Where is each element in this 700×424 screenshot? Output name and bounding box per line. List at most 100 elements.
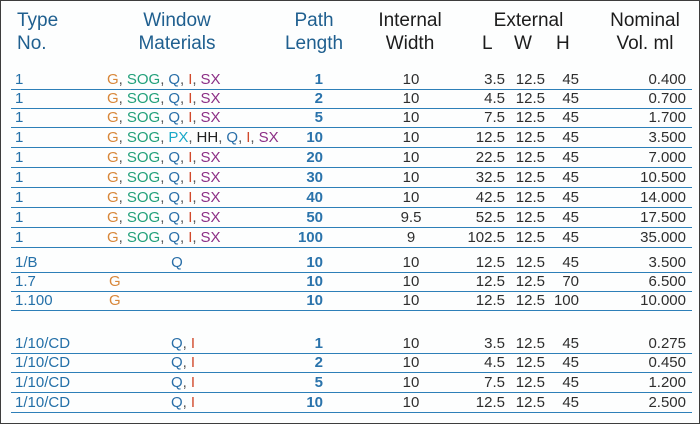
cell-window-materials: Q, I (83, 373, 283, 392)
header-nominal-line1: Nominal (610, 10, 680, 31)
cell-external-l: 12.5 (475, 273, 505, 290)
cell-external-w: 12.5 (515, 254, 545, 271)
cell-nominal-volume: 3.500 (648, 254, 686, 271)
cell-path-length: 10 (306, 273, 323, 290)
material-code: Q (168, 229, 181, 246)
material-separator: , (118, 149, 123, 166)
material-code: I (190, 335, 195, 352)
header-type-line1: Type (17, 10, 59, 31)
cell-external-h: 45 (562, 229, 579, 246)
material-separator: , (250, 129, 255, 146)
material-code: Q (170, 354, 183, 371)
cell-window-materials: G, SOG, PX, HH, Q, I, SX (107, 128, 307, 147)
material-code: G (107, 109, 119, 126)
material-code: I (190, 394, 195, 411)
cell-nominal-volume: 6.500 (648, 273, 686, 290)
material-code: Q (168, 71, 181, 88)
cell-path-length: 5 (314, 374, 323, 391)
material-separator: , (180, 189, 185, 206)
material-code: G (107, 229, 119, 246)
material-code: G (107, 189, 119, 206)
material-code: I (188, 229, 193, 246)
table-row: 1 G, SOG, Q, I, SX 2 10 4.5 12.5 45 0.700 (11, 89, 692, 109)
cell-internal-width: 10 (402, 335, 420, 352)
material-separator: , (118, 129, 123, 146)
cell-nominal-volume: 10.000 (640, 292, 686, 309)
material-code: I (246, 129, 251, 146)
material-code: G (107, 169, 119, 186)
material-separator: , (180, 71, 185, 88)
cell-external-l: 3.5 (484, 71, 505, 88)
material-code: SOG (126, 90, 161, 107)
material-separator: , (192, 209, 197, 226)
cell-external-w: 12.5 (515, 354, 545, 371)
material-code: SX (200, 189, 221, 206)
material-separator: , (192, 90, 197, 107)
table-row: 1.100 G 10 10 12.5 12.5 100 10.000 (11, 291, 692, 311)
material-code: SX (258, 129, 279, 146)
cell-path-length: 5 (314, 109, 323, 126)
table-row: 1 G, SOG, Q, I, SX 30 10 32.5 12.5 45 10.500 (11, 168, 692, 188)
cell-window-materials: G, SOG, Q, I, SX (107, 168, 307, 187)
material-code: G (107, 209, 119, 226)
cell-external-h: 45 (562, 254, 579, 271)
cell-internal-width: 10 (402, 71, 420, 88)
cell-external-h: 45 (562, 335, 579, 352)
table-row: 1/10/CD Q, I 2 10 4.5 12.5 45 0.450 (11, 353, 692, 373)
material-code: Q (168, 90, 181, 107)
cell-path-length: 10 (306, 254, 323, 271)
material-separator: , (180, 90, 185, 107)
material-separator: , (192, 149, 197, 166)
material-separator: , (160, 189, 165, 206)
material-code: I (188, 209, 193, 226)
header-ext-w: W (514, 33, 532, 54)
material-code: SOG (126, 229, 161, 246)
cell-nominal-volume: 3.500 (648, 129, 686, 146)
cell-window-materials: G, SOG, Q, I, SX (107, 108, 307, 127)
cell-internal-width: 10 (402, 273, 420, 290)
material-separator: , (118, 189, 123, 206)
material-code: I (188, 149, 193, 166)
header-external-line1: External (493, 10, 564, 31)
material-code: G (107, 129, 119, 146)
cell-external-l: 12.5 (475, 394, 505, 411)
material-separator: , (182, 335, 187, 352)
material-code: G (107, 71, 119, 88)
cell-external-l: 12.5 (475, 129, 505, 146)
cell-external-w: 12.5 (515, 292, 545, 309)
material-code: HH (196, 129, 219, 146)
material-separator: , (118, 209, 123, 226)
material-code: I (188, 109, 193, 126)
cell-external-h: 45 (562, 149, 579, 166)
cell-type: 1/10/CD (15, 335, 71, 352)
material-code: SOG (126, 149, 161, 166)
material-separator: , (180, 169, 185, 186)
cell-external-h: 100 (553, 292, 579, 309)
cell-external-w: 12.5 (515, 149, 545, 166)
material-separator: , (160, 71, 165, 88)
cell-external-w: 12.5 (515, 209, 545, 226)
cell-external-w: 12.5 (515, 394, 545, 411)
material-code: SX (200, 71, 221, 88)
cell-internal-width: 10 (402, 354, 420, 371)
material-separator: , (182, 354, 187, 371)
cell-internal-width: 10 (402, 90, 420, 107)
cell-external-l: 4.5 (484, 90, 505, 107)
cell-external-w: 12.5 (515, 229, 545, 246)
cell-type: 1 (15, 229, 24, 246)
material-separator: , (182, 394, 187, 411)
cell-path-length: 2 (314, 90, 323, 107)
cell-path-length: 30 (306, 169, 323, 186)
material-code: SOG (126, 209, 161, 226)
cell-path-length: 100 (297, 229, 323, 246)
material-separator: , (160, 90, 165, 107)
material-code: Q (170, 394, 183, 411)
cell-window-materials: G, SOG, Q, I, SX (107, 208, 307, 227)
cell-internal-width: 9 (406, 229, 416, 246)
material-separator: , (238, 129, 243, 146)
cell-external-l: 102.5 (467, 229, 505, 246)
material-separator: , (160, 109, 165, 126)
cell-window-materials: G, SOG, Q, I, SX (107, 70, 307, 89)
cell-type: 1 (15, 169, 24, 186)
